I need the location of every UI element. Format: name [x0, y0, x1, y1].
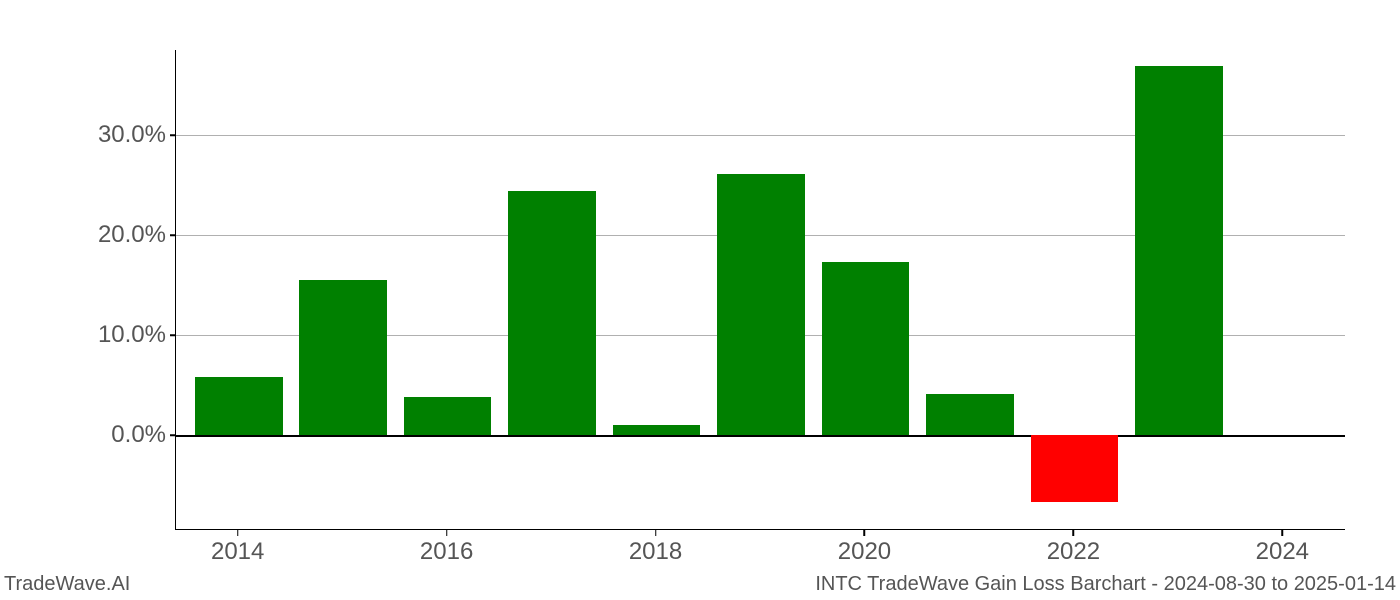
bar-2016: [404, 397, 492, 435]
bar-2015: [299, 280, 387, 435]
y-tick-label: 0.0%: [111, 421, 166, 449]
zero-line: [176, 435, 1345, 437]
x-tick-label: 2022: [1047, 538, 1100, 566]
x-tick-mark: [864, 530, 866, 536]
footer-right-label: INTC TradeWave Gain Loss Barchart - 2024…: [815, 573, 1396, 596]
bar-2023: [1135, 66, 1223, 435]
bar-2019: [717, 174, 805, 435]
x-tick-label: 2014: [211, 538, 264, 566]
plot-area: [175, 50, 1345, 530]
y-tick-mark: [170, 234, 176, 236]
bar-2021: [926, 394, 1014, 435]
footer-left-label: TradeWave.AI: [4, 573, 130, 596]
x-tick-mark: [655, 530, 657, 536]
bar-2020: [822, 262, 910, 435]
y-tick-mark: [170, 134, 176, 136]
bar-2018: [613, 425, 701, 435]
bar-2014: [195, 377, 283, 435]
x-tick-mark: [1073, 530, 1075, 536]
x-tick-mark: [1282, 530, 1284, 536]
bar-2022: [1031, 435, 1119, 502]
x-tick-mark: [237, 530, 239, 536]
y-tick-label: 30.0%: [98, 121, 166, 149]
x-tick-label: 2016: [420, 538, 473, 566]
y-tick-label: 10.0%: [98, 321, 166, 349]
y-tick-label: 20.0%: [98, 221, 166, 249]
x-tick-label: 2024: [1256, 538, 1309, 566]
bar-2017: [508, 191, 596, 435]
x-tick-label: 2018: [629, 538, 682, 566]
y-tick-mark: [170, 434, 176, 436]
x-tick-mark: [446, 530, 448, 536]
y-tick-mark: [170, 334, 176, 336]
x-tick-label: 2020: [838, 538, 891, 566]
chart-container: 0.0% 10.0% 20.0% 30.0% 2014 2016 2018 2020 2022…: [0, 0, 1400, 600]
